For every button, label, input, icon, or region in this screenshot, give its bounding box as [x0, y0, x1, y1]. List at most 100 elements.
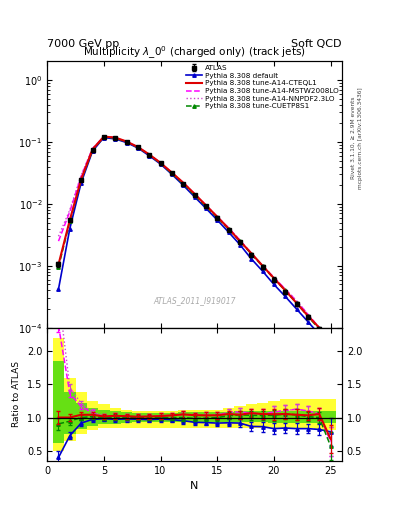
Line: Pythia 8.308 tune-A14-CTEQL1: Pythia 8.308 tune-A14-CTEQL1	[59, 137, 331, 391]
Pythia 8.308 tune-CUETP8S1	[260, 263, 265, 269]
Pythia 8.308 tune-A14-MSTW2008LO	[113, 135, 118, 141]
Pythia 8.308 tune-A14-CTEQL1	[124, 138, 129, 144]
Pythia 8.308 default	[317, 331, 321, 337]
Pythia 8.308 tune-A14-MSTW2008LO	[147, 152, 152, 158]
Pythia 8.308 tune-A14-CTEQL1	[294, 300, 299, 306]
Pythia 8.308 tune-A14-NNPDF2.3LO	[305, 311, 310, 317]
Text: Rivet 3.1.10, ≥ 2.9M events: Rivet 3.1.10, ≥ 2.9M events	[351, 97, 356, 180]
Pythia 8.308 tune-A14-CTEQL1	[56, 262, 61, 268]
Pythia 8.308 tune-A14-CTEQL1	[158, 160, 163, 166]
Pythia 8.308 tune-A14-CTEQL1	[68, 217, 72, 223]
Pythia 8.308 tune-A14-MSTW2008LO	[136, 144, 140, 150]
Pythia 8.308 tune-A14-MSTW2008LO	[181, 180, 185, 186]
Pythia 8.308 default	[260, 268, 265, 274]
Pythia 8.308 tune-CUETP8S1	[124, 139, 129, 145]
Pythia 8.308 tune-A14-MSTW2008LO	[56, 238, 61, 244]
Pythia 8.308 default	[124, 139, 129, 145]
Pythia 8.308 tune-A14-NNPDF2.3LO	[158, 160, 163, 166]
Pythia 8.308 tune-CUETP8S1	[226, 226, 231, 232]
Pythia 8.308 tune-A14-NNPDF2.3LO	[226, 225, 231, 231]
Pythia 8.308 tune-A14-MSTW2008LO	[192, 191, 197, 197]
Pythia 8.308 tune-A14-MSTW2008LO	[158, 160, 163, 166]
Pythia 8.308 tune-A14-NNPDF2.3LO	[113, 135, 118, 141]
Pythia 8.308 default	[305, 318, 310, 325]
Pythia 8.308 default	[158, 161, 163, 167]
Pythia 8.308 tune-A14-CTEQL1	[169, 169, 174, 176]
Pythia 8.308 tune-A14-NNPDF2.3LO	[124, 139, 129, 145]
Pythia 8.308 default	[283, 293, 288, 300]
Text: ATLAS_2011_I919017: ATLAS_2011_I919017	[153, 296, 236, 306]
Title: Multiplicity $\lambda\_0^0$ (charged only) (track jets): Multiplicity $\lambda\_0^0$ (charged onl…	[83, 45, 306, 61]
Pythia 8.308 default	[237, 242, 242, 248]
Text: 7000 GeV pp: 7000 GeV pp	[47, 38, 119, 49]
Pythia 8.308 tune-A14-CTEQL1	[113, 135, 118, 141]
Pythia 8.308 tune-A14-NNPDF2.3LO	[283, 286, 288, 292]
Pythia 8.308 tune-A14-NNPDF2.3LO	[56, 233, 61, 239]
Pythia 8.308 default	[136, 145, 140, 151]
Pythia 8.308 tune-A14-CTEQL1	[283, 287, 288, 293]
Line: Pythia 8.308 tune-CUETP8S1: Pythia 8.308 tune-CUETP8S1	[57, 135, 332, 397]
Text: Soft QCD: Soft QCD	[292, 38, 342, 49]
Pythia 8.308 tune-CUETP8S1	[68, 219, 72, 225]
Pythia 8.308 tune-A14-NNPDF2.3LO	[204, 202, 208, 208]
Pythia 8.308 tune-A14-CTEQL1	[226, 225, 231, 231]
Pythia 8.308 default	[181, 182, 185, 188]
Pythia 8.308 tune-A14-MSTW2008LO	[328, 389, 333, 395]
Pythia 8.308 tune-A14-MSTW2008LO	[79, 173, 84, 179]
Pythia 8.308 default	[204, 205, 208, 211]
Pythia 8.308 tune-A14-CTEQL1	[90, 146, 95, 153]
Pythia 8.308 tune-A14-MSTW2008LO	[215, 214, 220, 220]
Pythia 8.308 tune-A14-MSTW2008LO	[305, 311, 310, 317]
Pythia 8.308 tune-A14-CTEQL1	[317, 325, 321, 331]
Pythia 8.308 tune-A14-CTEQL1	[272, 275, 276, 281]
Pythia 8.308 tune-A14-CTEQL1	[101, 134, 106, 140]
Pythia 8.308 tune-A14-NNPDF2.3LO	[237, 237, 242, 243]
Pythia 8.308 tune-CUETP8S1	[215, 215, 220, 221]
Pythia 8.308 tune-CUETP8S1	[147, 152, 152, 158]
Pythia 8.308 tune-CUETP8S1	[305, 313, 310, 319]
Pythia 8.308 tune-CUETP8S1	[158, 160, 163, 166]
Pythia 8.308 default	[113, 136, 118, 142]
Pythia 8.308 default	[294, 306, 299, 312]
Pythia 8.308 tune-A14-CTEQL1	[136, 144, 140, 150]
Pythia 8.308 default	[226, 229, 231, 235]
Pythia 8.308 tune-CUETP8S1	[56, 264, 61, 270]
Pythia 8.308 tune-A14-CTEQL1	[192, 191, 197, 197]
Pythia 8.308 tune-CUETP8S1	[283, 287, 288, 293]
Pythia 8.308 tune-CUETP8S1	[328, 393, 333, 399]
Pythia 8.308 tune-A14-MSTW2008LO	[249, 250, 253, 256]
Pythia 8.308 tune-A14-NNPDF2.3LO	[101, 134, 106, 140]
Y-axis label: Ratio to ATLAS: Ratio to ATLAS	[12, 361, 21, 427]
Pythia 8.308 default	[79, 180, 84, 186]
Pythia 8.308 default	[90, 148, 95, 154]
Pythia 8.308 tune-A14-MSTW2008LO	[90, 145, 95, 152]
Pythia 8.308 tune-A14-NNPDF2.3LO	[317, 325, 321, 331]
Pythia 8.308 tune-A14-MSTW2008LO	[317, 325, 321, 331]
Line: Pythia 8.308 tune-A14-MSTW2008LO: Pythia 8.308 tune-A14-MSTW2008LO	[59, 137, 331, 392]
Pythia 8.308 tune-A14-CTEQL1	[181, 180, 185, 186]
Pythia 8.308 tune-CUETP8S1	[237, 238, 242, 244]
Pythia 8.308 tune-CUETP8S1	[294, 300, 299, 306]
Pythia 8.308 default	[169, 172, 174, 178]
Pythia 8.308 tune-A14-MSTW2008LO	[237, 237, 242, 243]
Pythia 8.308 tune-CUETP8S1	[181, 181, 185, 187]
Pythia 8.308 tune-A14-MSTW2008LO	[283, 286, 288, 292]
Pythia 8.308 tune-A14-NNPDF2.3LO	[328, 389, 333, 395]
Pythia 8.308 tune-A14-NNPDF2.3LO	[272, 274, 276, 281]
Pythia 8.308 default	[215, 217, 220, 223]
Pythia 8.308 tune-A14-NNPDF2.3LO	[260, 263, 265, 269]
Pythia 8.308 tune-A14-MSTW2008LO	[294, 298, 299, 304]
Pythia 8.308 default	[101, 135, 106, 141]
Pythia 8.308 tune-A14-CTEQL1	[237, 238, 242, 244]
Pythia 8.308 tune-A14-CTEQL1	[305, 313, 310, 319]
Pythia 8.308 tune-A14-NNPDF2.3LO	[192, 191, 197, 197]
Pythia 8.308 tune-CUETP8S1	[272, 275, 276, 282]
Pythia 8.308 tune-A14-CTEQL1	[215, 214, 220, 220]
Pythia 8.308 tune-CUETP8S1	[90, 147, 95, 153]
Pythia 8.308 tune-A14-MSTW2008LO	[260, 263, 265, 269]
Pythia 8.308 default	[68, 225, 72, 231]
Pythia 8.308 tune-A14-NNPDF2.3LO	[136, 144, 140, 150]
Pythia 8.308 tune-A14-NNPDF2.3LO	[169, 169, 174, 176]
Pythia 8.308 tune-A14-CTEQL1	[249, 250, 253, 256]
Pythia 8.308 tune-A14-MSTW2008LO	[226, 225, 231, 231]
